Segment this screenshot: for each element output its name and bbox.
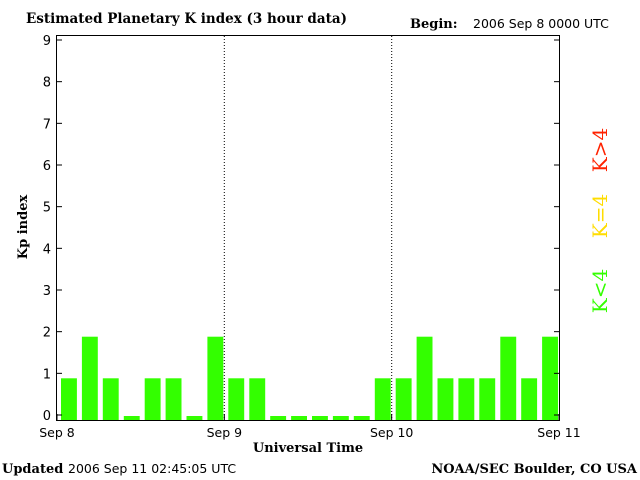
legend-k-gt-4: K>4 [588, 128, 612, 172]
bar [207, 336, 224, 420]
y-tick-label: 2 [43, 326, 51, 341]
bars [61, 336, 558, 420]
x-tick-label: Sep 8 [39, 425, 75, 440]
bar [542, 336, 558, 420]
chart-title: Estimated Planetary K index (3 hour data… [26, 11, 347, 27]
bar [291, 416, 307, 420]
bar [102, 378, 119, 420]
x-axis-title: Universal Time [253, 441, 363, 456]
x-tick-label: Sep 11 [537, 425, 580, 440]
y-axis-ticks: 0 1 2 3 4 5 6 7 8 9 [43, 34, 559, 424]
bar [500, 336, 517, 420]
bar [186, 416, 203, 420]
bar [249, 378, 266, 420]
bar [144, 378, 161, 420]
bar [479, 378, 496, 420]
legend: K>4 K=4 K<4 [588, 128, 612, 313]
legend-k-lt-4: K<4 [588, 269, 612, 313]
bar [270, 416, 287, 420]
bar [416, 336, 433, 420]
y-tick-label: 1 [43, 367, 51, 382]
y-tick-label: 9 [43, 34, 51, 49]
y-axis-title: Kp index [16, 195, 31, 260]
updated-value: 2006 Sep 11 02:45:05 UTC [68, 461, 236, 476]
y-tick-label: 3 [43, 284, 51, 299]
bar [81, 336, 98, 420]
bar [521, 378, 538, 420]
y-tick-label: 7 [43, 117, 51, 132]
bar [228, 378, 245, 420]
x-axis-ticks: Sep 8 Sep 9 Sep 10 Sep 11 [39, 414, 581, 440]
bar [123, 416, 140, 420]
bar [332, 416, 349, 420]
bar [458, 378, 475, 420]
begin-value: 2006 Sep 8 0000 UTC [473, 16, 609, 31]
y-tick-label: 5 [43, 201, 51, 216]
begin-label: Begin: [410, 17, 458, 32]
bar [61, 378, 77, 420]
bar [374, 378, 391, 420]
y-tick-label: 6 [43, 159, 51, 174]
day-separators [223, 36, 393, 420]
bar [437, 378, 454, 420]
bar [395, 378, 412, 420]
y-tick-label: 4 [43, 242, 51, 257]
bar [353, 416, 370, 420]
x-tick-label: Sep 10 [370, 425, 413, 440]
bar [312, 416, 328, 420]
y-tick-label: 8 [43, 76, 51, 91]
source-credit: NOAA/SEC Boulder, CO USA [431, 462, 638, 477]
bar [165, 378, 182, 420]
y-tick-label: 0 [43, 409, 51, 424]
x-tick-label: Sep 9 [207, 425, 243, 440]
plot-frame [56, 35, 560, 421]
legend-k-eq-4: K=4 [588, 194, 612, 238]
updated-label: Updated [2, 462, 63, 477]
